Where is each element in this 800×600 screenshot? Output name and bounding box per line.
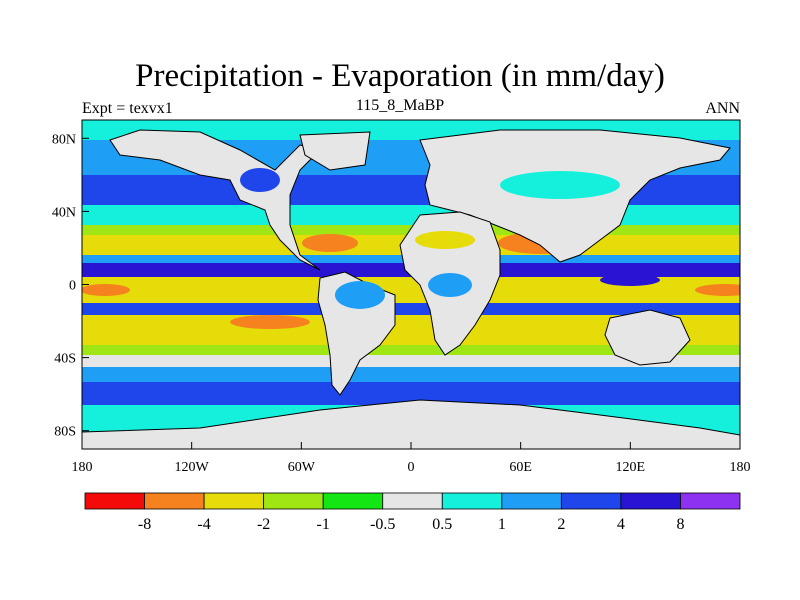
map-title: Precipitation - Evaporation (in mm/day) — [135, 58, 665, 94]
colorbar-swatch — [203, 492, 265, 510]
colorbar-swatch — [263, 492, 324, 510]
y-tick-label: 40N — [52, 205, 76, 220]
colorbar-swatch — [144, 492, 205, 510]
land-antarctica — [82, 399, 740, 449]
y-tick-label: 0 — [69, 279, 76, 294]
wet-patch-alaska — [240, 168, 280, 192]
colorbar-label: 1 — [498, 516, 506, 533]
colorbar-swatch — [501, 492, 562, 510]
x-tick-label: 60W — [288, 460, 316, 475]
x-tick-label: 0 — [408, 460, 415, 475]
wet-patch-indonesia — [600, 274, 660, 286]
land-north-america — [109, 129, 321, 271]
band-north-mid — [82, 205, 740, 225]
colorbar-swatch — [560, 492, 622, 510]
land-greenland — [299, 131, 371, 171]
y-tick-label: 80N — [52, 132, 76, 147]
map-field — [82, 120, 740, 449]
dry-pocket-south-pacific — [230, 315, 310, 329]
colorbar-label: -4 — [197, 516, 210, 533]
band-spcz — [82, 303, 740, 315]
wet-patch-siberia — [500, 171, 620, 199]
period-label: 115_8_MaBP — [355, 97, 445, 114]
x-tick-label: 180 — [72, 460, 93, 475]
x-tick-label: 180 — [730, 460, 751, 475]
dry-pocket-pacific-west — [82, 284, 130, 296]
wet-patch-amazon — [335, 281, 385, 309]
season-label: ANN — [705, 100, 740, 117]
x-tick-label: 120E — [616, 460, 646, 475]
colorbar-swatch — [382, 492, 443, 510]
x-tick-label: 120W — [175, 460, 210, 475]
dry-pocket-pacific-east — [695, 284, 740, 296]
colorbar-label: -2 — [257, 516, 270, 533]
y-tick-label: 40S — [54, 352, 76, 367]
colorbar-label: -8 — [138, 516, 151, 533]
band-south-neutral — [82, 355, 740, 367]
axis-ticks: 180 120W 60W 0 60E 120E 180 80N 40N 0 40S 80S — [52, 132, 751, 475]
wet-patch-congo — [428, 273, 472, 297]
dry-pocket-atlantic — [302, 234, 358, 252]
colorbar-label: 4 — [617, 516, 625, 533]
land-australia — [604, 309, 691, 366]
experiment-label: Expt = texvx1 — [82, 100, 173, 117]
colorbar-label: 2 — [557, 516, 565, 533]
colorbar-label: -0.5 — [370, 516, 395, 533]
colorbar-swatch — [322, 492, 384, 510]
band-south-mid — [82, 367, 740, 382]
colorbar-swatch — [84, 492, 145, 510]
colorbar-label: -1 — [317, 516, 330, 533]
colorbar: -8 -4 -2 -1 -0.5 0.5 1 2 4 8 — [84, 492, 741, 533]
dry-patch-sahara — [415, 231, 475, 249]
colorbar-swatch — [441, 492, 503, 510]
colorbar-label: 0.5 — [432, 516, 452, 533]
x-tick-label: 60E — [509, 460, 532, 475]
colorbar-label: 8 — [676, 516, 684, 533]
colorbar-swatch — [680, 492, 741, 510]
colorbar-swatch — [620, 492, 681, 510]
y-tick-label: 80S — [54, 425, 76, 440]
